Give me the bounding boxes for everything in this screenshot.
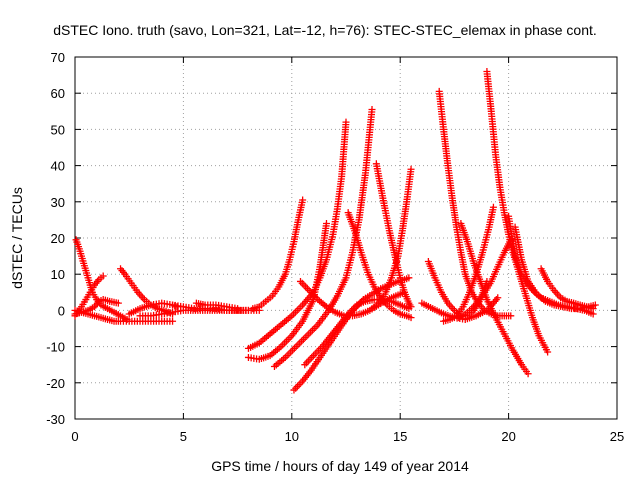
data-point	[544, 348, 552, 356]
chart-title: dSTEC Iono. truth (savo, Lon=321, Lat=-1…	[53, 22, 597, 38]
data-point	[114, 299, 122, 307]
data-point	[407, 165, 415, 173]
axis-ticks: 0 5 10 15 20 25 -30 -20 -10 0 10 20 30 40 50 60 70	[46, 50, 624, 444]
data-point	[591, 301, 599, 309]
x-tick-label: 0	[71, 429, 78, 444]
data-point	[405, 274, 413, 282]
y-tick-label: 20	[51, 231, 65, 246]
data-point	[299, 196, 307, 204]
x-tick-label: 25	[610, 429, 624, 444]
y-tick-label: -20	[46, 376, 65, 391]
x-axis-title: GPS time / hours of day 149 of year 2014	[211, 458, 469, 474]
data-point	[407, 314, 415, 322]
data-point	[322, 220, 330, 228]
y-tick-label: 60	[51, 86, 65, 101]
y-tick-label: 10	[51, 267, 65, 282]
data-point	[342, 118, 350, 126]
data-point	[489, 203, 497, 211]
y-tick-label: -30	[46, 412, 65, 427]
data-point	[494, 294, 502, 302]
data-marks	[71, 67, 599, 394]
data-point	[407, 303, 415, 311]
data-point	[99, 272, 107, 280]
y-tick-label: 70	[51, 50, 65, 65]
y-tick-label: -10	[46, 340, 65, 355]
x-tick-label: 20	[501, 429, 515, 444]
x-tick-label: 15	[393, 429, 407, 444]
data-point	[234, 305, 242, 313]
y-tick-label: 50	[51, 122, 65, 137]
x-tick-label: 5	[180, 429, 187, 444]
grid-lines	[75, 57, 617, 419]
data-point	[524, 370, 532, 378]
y-tick-label: 40	[51, 159, 65, 174]
data-point	[589, 305, 597, 313]
data-point	[507, 312, 515, 320]
data-point	[169, 317, 177, 325]
y-tick-label: 0	[58, 303, 65, 318]
x-tick-label: 10	[285, 429, 299, 444]
y-axis-title: dSTEC / TECUs	[9, 187, 25, 289]
y-tick-label: 30	[51, 195, 65, 210]
data-point	[368, 105, 376, 113]
